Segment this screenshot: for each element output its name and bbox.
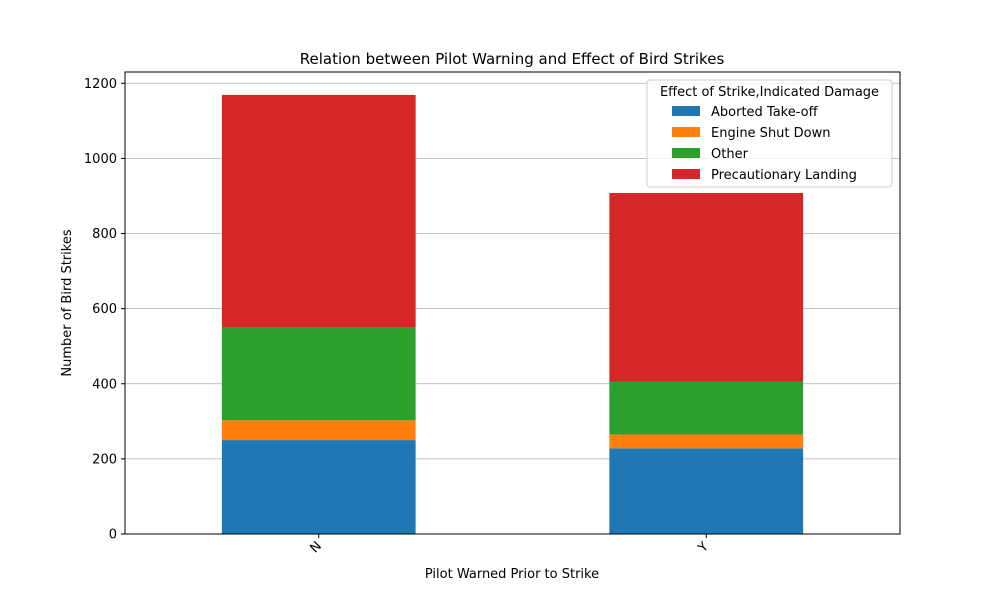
legend-label: Aborted Take-off: [711, 105, 819, 120]
bar-segment: [609, 434, 804, 449]
plot-frame: [124, 71, 901, 535]
bar-segment: [609, 192, 804, 382]
bar-segment: [221, 440, 416, 534]
y-tick-label: 400: [92, 377, 117, 392]
y-tick-label: 1200: [84, 77, 117, 92]
legend-frame: [646, 79, 893, 188]
y-tick-label: 1000: [84, 152, 117, 167]
bars: [221, 94, 804, 534]
chart-title: Relation between Pilot Warning and Effec…: [300, 50, 725, 68]
x-axis-label: Pilot Warned Prior to Strike: [425, 567, 599, 582]
legend: Effect of Strike,Indicated Damage Aborted…: [646, 79, 893, 188]
y-tick-label: 0: [109, 528, 117, 543]
y-tick-label: 800: [92, 227, 117, 242]
bar-segment: [609, 448, 804, 534]
legend-label: Precautionary Landing: [711, 168, 857, 183]
y-tick-label: 600: [92, 302, 117, 317]
bar-segment: [609, 381, 804, 435]
legend-swatch: [672, 148, 700, 158]
y-tick-label: 200: [92, 452, 117, 467]
legend-label: Other: [711, 147, 749, 162]
legend-swatch: [672, 169, 700, 179]
legend-swatch: [672, 106, 700, 116]
legend-swatch: [672, 127, 700, 137]
y-axis-label: Number of Bird Strikes: [60, 229, 75, 376]
bar-segment: [221, 327, 416, 421]
x-tick-label: Y: [695, 539, 712, 556]
bar-segment: [221, 94, 416, 328]
legend-title: Effect of Strike,Indicated Damage: [660, 85, 879, 100]
x-tick-label: N: [308, 539, 325, 556]
y-axis: 0 200 400 600 800 1000 1200: [84, 77, 125, 543]
legend-label: Engine Shut Down: [711, 126, 830, 141]
bar-segment: [221, 420, 416, 441]
